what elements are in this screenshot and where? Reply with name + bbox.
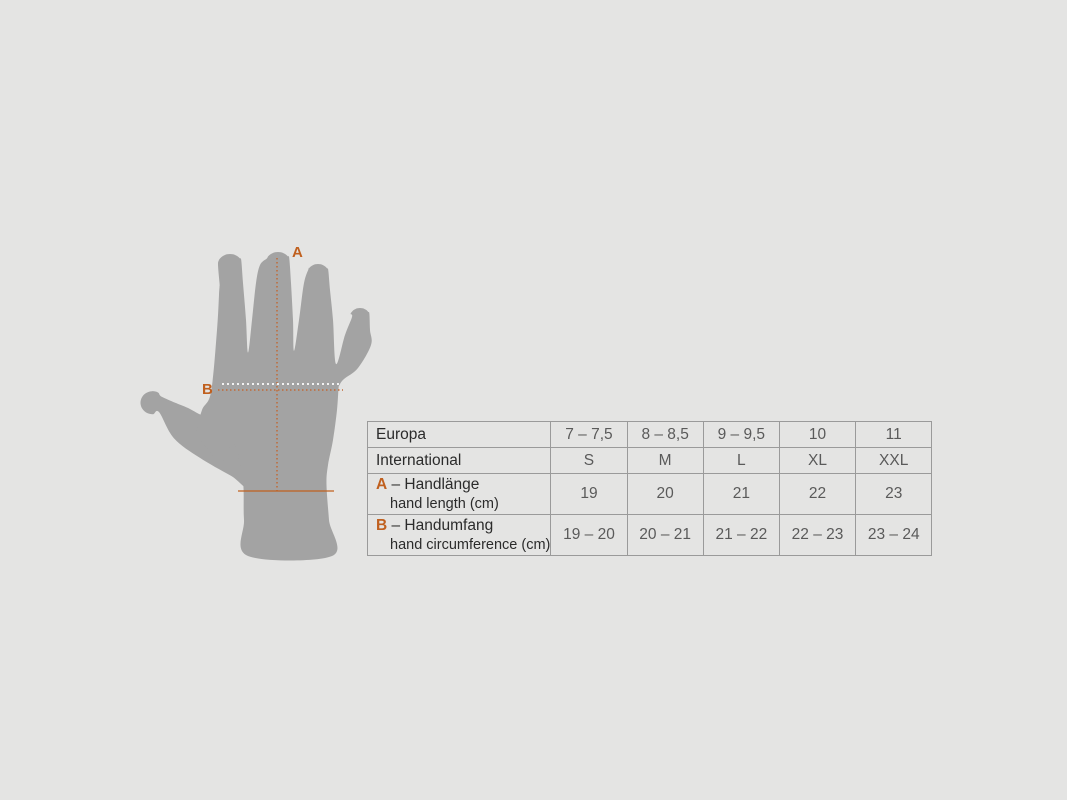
- svg-text:A: A: [292, 244, 303, 261]
- svg-text:B: B: [202, 381, 213, 398]
